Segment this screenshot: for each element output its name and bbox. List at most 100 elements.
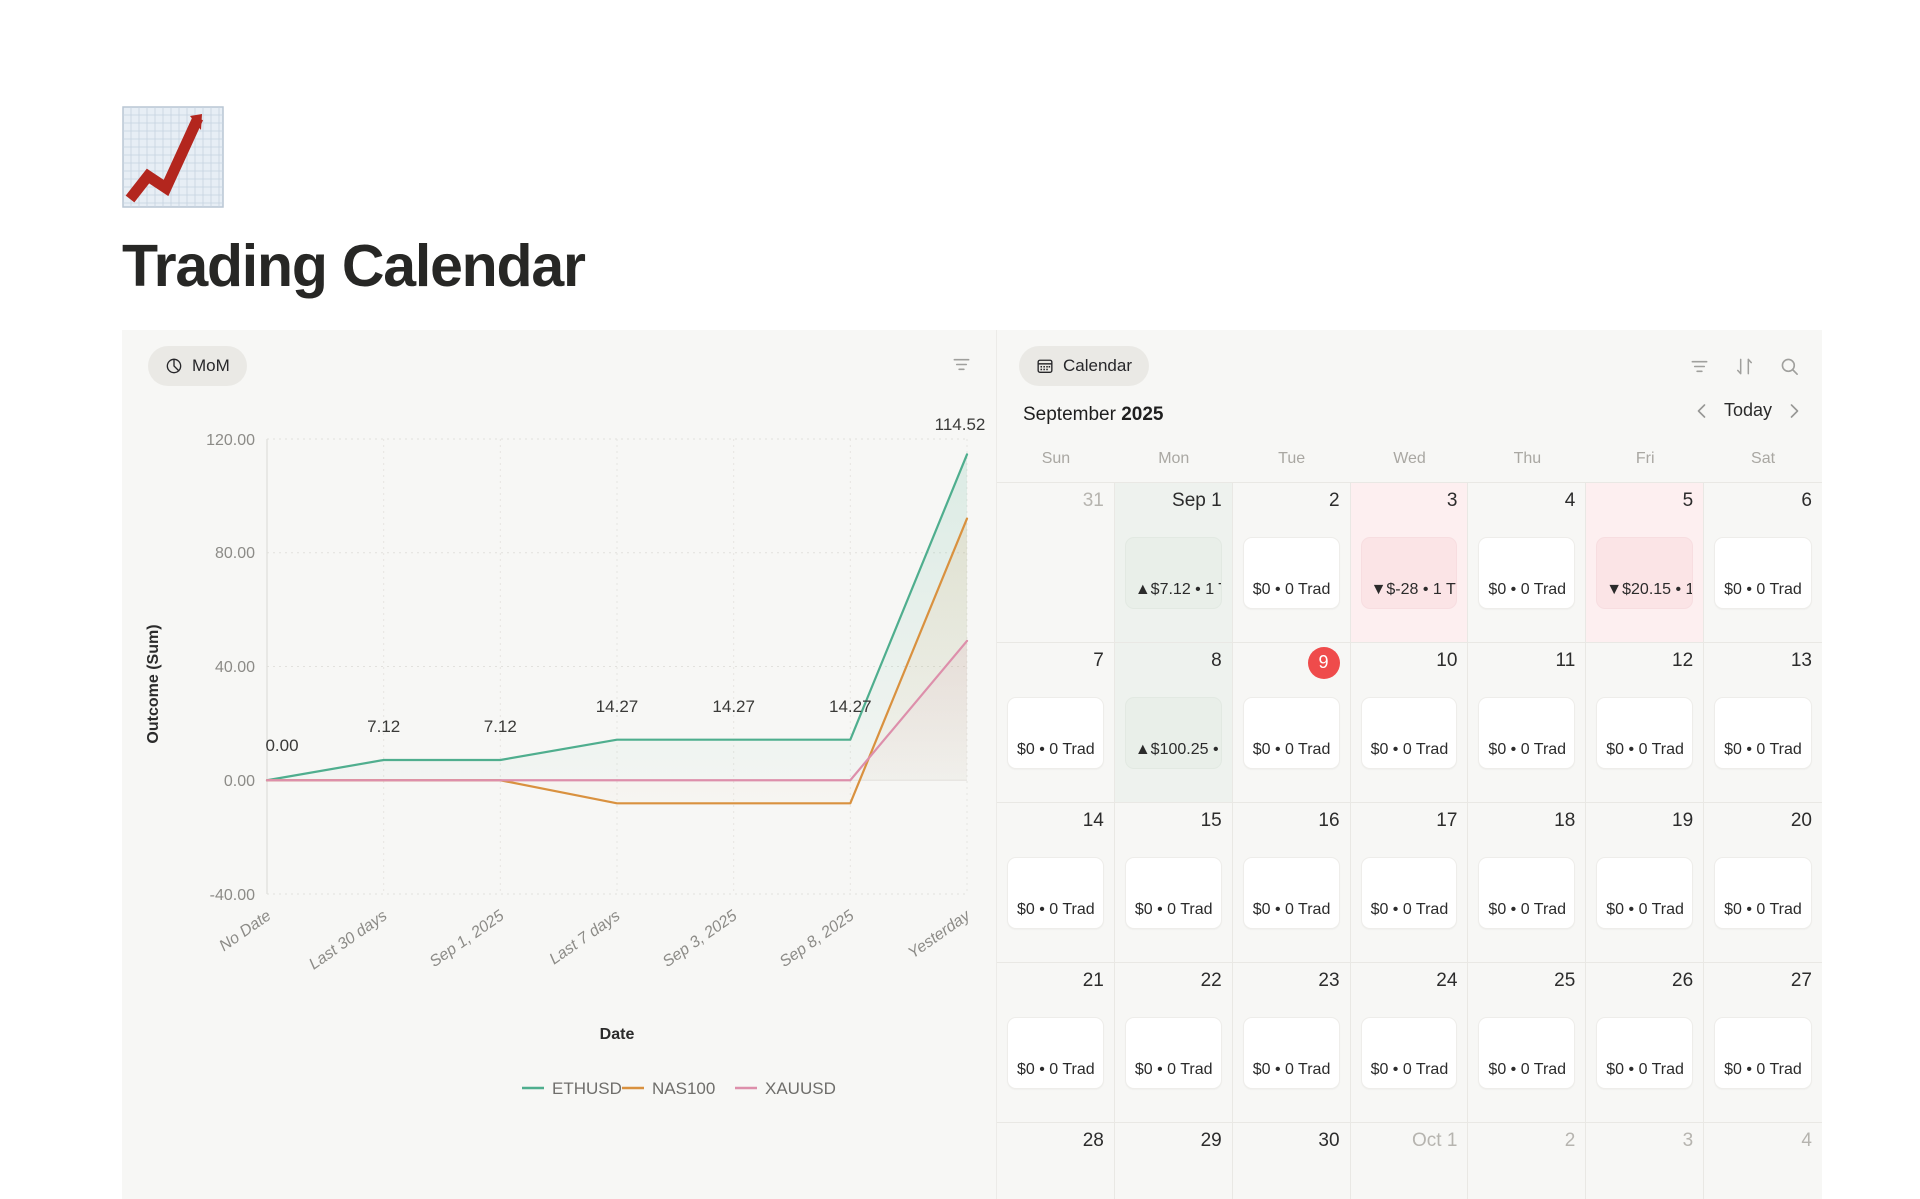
chart-svg: 120.00 80.00 40.00 0.00 -40.00 Outcome (… <box>145 415 985 1098</box>
calendar-entry-chip[interactable]: $0 • 0 Trad <box>1714 1017 1812 1089</box>
calendar-entry-chip[interactable]: ▼$20.15 • 1 <box>1596 537 1694 609</box>
calendar-entry-chip[interactable]: $0 • 0 Trad <box>1242 1017 1340 1089</box>
calendar-entry-chip[interactable]: $0 • 0 Trad <box>1124 1017 1222 1089</box>
calendar-entry-chip[interactable]: $0 • 0 Trad <box>1596 1017 1694 1089</box>
calendar-entry-chip[interactable]: $0 • 0 Trad <box>1360 857 1458 929</box>
calendar-month-title: September 2025 <box>1023 404 1164 426</box>
calendar-entry-chip[interactable]: $0 • 0 Trad <box>1478 697 1576 769</box>
calendar-day-cell[interactable]: Oct 1 <box>1350 1123 1469 1199</box>
calendar-entry-chip[interactable]: $0 • 0 Trad <box>1596 697 1694 769</box>
calendar-entry-chip[interactable]: $0 • 0 Trad <box>1478 1017 1576 1089</box>
x-tick-5: Sep 8, 2025 <box>777 907 858 970</box>
calendar-day-cell[interactable]: 11 $0 • 0 Trad <box>1468 643 1587 803</box>
calendar-day-cell[interactable]: 17 $0 • 0 Trad <box>1350 803 1469 963</box>
calendar-entry-chip[interactable]: $0 • 0 Trad <box>1124 857 1222 929</box>
calendar-entry-chip[interactable]: $0 • 0 Trad <box>1007 857 1104 929</box>
calendar-day-cell[interactable]: 25 $0 • 0 Trad <box>1468 963 1587 1123</box>
calendar-entry-chip[interactable]: $0 • 0 Trad <box>1478 857 1576 929</box>
calendar-entry-chip[interactable]: $0 • 0 Trad <box>1242 697 1340 769</box>
calendar-day-number: 18 <box>1554 810 1576 831</box>
calendar-day-number: 2 <box>1328 490 1340 511</box>
calendar-day-cell[interactable]: 3 <box>1586 1123 1705 1199</box>
calendar-day-number: 19 <box>1672 810 1694 831</box>
calendar-day-cell[interactable]: 23 $0 • 0 Trad <box>1232 963 1351 1123</box>
calendar-day-cell[interactable]: 14 $0 • 0 Trad <box>997 803 1115 963</box>
calendar-entry-chip[interactable]: $0 • 0 Trad <box>1596 857 1694 929</box>
calendar-day-cell[interactable]: 4 $0 • 0 Trad <box>1468 483 1587 643</box>
legend-label-xauusd[interactable]: XAUUSD <box>765 1079 836 1098</box>
weekday-sat: Sat <box>1751 450 1776 467</box>
chevron-left-icon[interactable] <box>1692 401 1712 421</box>
calendar-day-number: 20 <box>1790 810 1812 831</box>
calendar-day-cell[interactable]: 8 ▲$100.25 • <box>1114 643 1233 803</box>
calendar-day-cell[interactable]: 27 $0 • 0 Trad <box>1704 963 1822 1123</box>
calendar-day-cell[interactable]: 31 <box>997 483 1115 643</box>
filter-icon[interactable] <box>1689 356 1710 377</box>
calendar-day-cell[interactable]: 21 $0 • 0 Trad <box>997 963 1115 1123</box>
point-label-4: 14.27 <box>712 697 755 716</box>
calendar-day-number: 31 <box>1082 490 1104 511</box>
calendar-day-cell[interactable]: 12 $0 • 0 Trad <box>1586 643 1705 803</box>
calendar-day-cell[interactable]: 24 $0 • 0 Trad <box>1350 963 1469 1123</box>
calendar-day-cell[interactable]: 7 $0 • 0 Trad <box>997 643 1115 803</box>
calendar-grid: 31 Sep 1 ▲$7.12 • 1 T 2 $0 • 0 Trad 3 ▼$-28 • … <box>997 482 1822 1199</box>
calendar-entry-chip[interactable]: $0 • 0 Trad <box>1007 697 1104 769</box>
search-icon[interactable] <box>1779 356 1800 377</box>
legend-label-ethusd[interactable]: ETHUSD <box>552 1079 622 1098</box>
today-button[interactable]: Today <box>1723 400 1772 420</box>
calendar-entry-chip[interactable]: ▲$100.25 • <box>1124 697 1222 769</box>
calendar-day-cell[interactable]: 29 <box>1114 1123 1233 1199</box>
calendar-day-cell[interactable]: 19 $0 • 0 Trad <box>1586 803 1705 963</box>
calendar-day-cell[interactable]: 3 ▼$-28 • 1 T <box>1350 483 1469 643</box>
calendar-entry-chip[interactable]: $0 • 0 Trad <box>1478 537 1576 609</box>
calendar-entry-chip[interactable]: ▼$-28 • 1 T <box>1360 537 1458 609</box>
calendar-day-cell[interactable]: 30 <box>1232 1123 1351 1199</box>
calendar-day-cell[interactable]: 16 $0 • 0 Trad <box>1232 803 1351 963</box>
x-tick-0: No Date <box>216 907 274 955</box>
calendar-day-number: 28 <box>1082 1130 1104 1151</box>
calendar-entry-chip[interactable]: $0 • 0 Trad <box>1714 697 1812 769</box>
calendar-day-cell[interactable]: 4 <box>1704 1123 1822 1199</box>
view-pill-mom[interactable]: MoM <box>148 346 247 386</box>
filter-icon[interactable] <box>951 354 972 375</box>
calendar-day-number: 6 <box>1801 490 1812 511</box>
calendar-entry-chip[interactable]: $0 • 0 Trad <box>1242 537 1340 609</box>
calendar-day-cell[interactable]: 6 $0 • 0 Trad <box>1704 483 1822 643</box>
sort-icon[interactable] <box>1734 356 1755 377</box>
calendar-day-cell[interactable]: 2 $0 • 0 Trad <box>1232 483 1351 643</box>
calendar-day-cell[interactable]: 5 ▼$20.15 • 1 <box>1586 483 1705 643</box>
chevron-right-icon[interactable] <box>1784 401 1804 421</box>
calendar-day-number: 3 <box>1682 1130 1694 1151</box>
calendar-day-cell[interactable]: 20 $0 • 0 Trad <box>1704 803 1822 963</box>
calendar-entry-chip[interactable]: $0 • 0 Trad <box>1360 1017 1458 1089</box>
calendar-day-cell[interactable]: 10 $0 • 0 Trad <box>1350 643 1469 803</box>
calendar-day-cell[interactable]: 22 $0 • 0 Trad <box>1114 963 1233 1123</box>
calendar-day-cell[interactable]: 28 <box>997 1123 1115 1199</box>
calendar-day-number: 14 <box>1082 810 1104 831</box>
view-pill-calendar[interactable]: Calendar <box>1019 346 1149 386</box>
point-label-2: 7.12 <box>484 717 517 736</box>
calendar-day-number: 10 <box>1436 650 1458 671</box>
calendar-day-number: 25 <box>1554 970 1576 991</box>
calendar-entry-chip[interactable]: $0 • 0 Trad <box>1360 697 1458 769</box>
calendar-day-cell[interactable]: 15 $0 • 0 Trad <box>1114 803 1233 963</box>
calendar-day-number: Oct 1 <box>1412 1130 1458 1151</box>
calendar-entry-chip[interactable]: $0 • 0 Trad <box>1007 1017 1104 1089</box>
calendar-day-cell[interactable]: 13 $0 • 0 Trad <box>1704 643 1822 803</box>
calendar-day-cell[interactable]: Sep 1 ▲$7.12 • 1 T <box>1114 483 1233 643</box>
calendar-day-cell[interactable]: 26 $0 • 0 Trad <box>1586 963 1705 1123</box>
y-tick-0: 0.00 <box>224 773 255 790</box>
calendar-day-cell[interactable]: 2 <box>1468 1123 1587 1199</box>
chart-increasing-emoji-icon <box>122 106 224 208</box>
weekday-mon: Mon <box>1158 450 1190 467</box>
legend-label-nas100[interactable]: NAS100 <box>652 1079 715 1098</box>
calendar-entry-chip[interactable]: $0 • 0 Trad <box>1714 857 1812 929</box>
point-label-3: 14.27 <box>596 697 639 716</box>
calendar-entry-chip[interactable]: $0 • 0 Trad <box>1714 537 1812 609</box>
y-tick-80: 80.00 <box>215 545 255 562</box>
calendar-entry-chip[interactable]: ▲$7.12 • 1 T <box>1124 537 1222 609</box>
calendar-day-cell[interactable]: 9 $0 • 0 Trad <box>1232 643 1351 803</box>
calendar-day-cell[interactable]: 18 $0 • 0 Trad <box>1468 803 1587 963</box>
calendar-entry-chip[interactable]: $0 • 0 Trad <box>1242 857 1340 929</box>
calendar-day-number: 27 <box>1790 970 1812 991</box>
